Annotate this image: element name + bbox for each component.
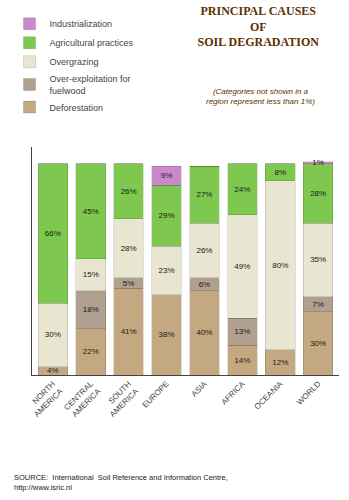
svg-text:38%: 38%	[159, 330, 175, 339]
svg-text:13%: 13%	[234, 327, 250, 336]
svg-text:4%: 4%	[47, 366, 59, 375]
svg-text:12%: 12%	[272, 358, 288, 367]
svg-text:28%: 28%	[310, 189, 326, 198]
svg-text:PRINCIPAL CAUSESOFSOIL DEGRADA: PRINCIPAL CAUSESOFSOIL DEGRADATION	[198, 4, 320, 49]
svg-text:18%: 18%	[83, 305, 99, 314]
svg-text:23%: 23%	[159, 266, 175, 275]
svg-text:5%: 5%	[123, 279, 135, 288]
svg-text:AFRICA: AFRICA	[219, 379, 247, 407]
svg-text:41%: 41%	[121, 327, 137, 336]
svg-text:ASIA: ASIA	[189, 379, 209, 399]
svg-text:WORLD: WORLD	[295, 379, 323, 407]
svg-text:30%: 30%	[310, 339, 326, 348]
svg-text:Overgrazing: Overgrazing	[50, 57, 99, 67]
svg-text:NORTHAMERICA: NORTHAMERICA	[25, 379, 65, 419]
svg-text:(Categories not shown in aregi: (Categories not shown in aregion represe…	[206, 87, 315, 106]
svg-text:SOUTHAMERICA: SOUTHAMERICA	[101, 379, 141, 419]
svg-text:80%: 80%	[272, 261, 288, 270]
svg-text:8%: 8%	[274, 168, 286, 177]
svg-text:7%: 7%	[312, 300, 324, 309]
svg-text:9%: 9%	[161, 171, 173, 180]
svg-text:Deforestation: Deforestation	[50, 103, 104, 113]
svg-text:OCEANIA: OCEANIA	[253, 379, 285, 411]
svg-text:15%: 15%	[83, 270, 99, 279]
svg-text:CENTRALAMERICA: CENTRALAMERICA	[62, 379, 103, 420]
svg-text:28%: 28%	[121, 244, 137, 253]
svg-text:49%: 49%	[234, 262, 250, 271]
svg-text:26%: 26%	[121, 187, 137, 196]
svg-text:66%: 66%	[45, 229, 61, 238]
svg-text:26%: 26%	[196, 246, 212, 255]
svg-text:EUROPE: EUROPE	[141, 379, 171, 409]
svg-text:27%: 27%	[196, 190, 212, 199]
svg-text:6%: 6%	[199, 280, 211, 289]
svg-text:22%: 22%	[83, 347, 99, 356]
svg-text:Industrialization: Industrialization	[50, 19, 113, 29]
svg-text:24%: 24%	[234, 185, 250, 194]
svg-text:Over-exploitation forfuelwood: Over-exploitation forfuelwood	[50, 74, 131, 96]
svg-text:14%: 14%	[234, 356, 250, 365]
svg-text:SOURCE: International Soil R: SOURCE: International Soil Reference and…	[14, 473, 228, 492]
svg-text:Agricultural practices: Agricultural practices	[50, 38, 134, 48]
svg-text:35%: 35%	[310, 255, 326, 264]
svg-text:45%: 45%	[83, 207, 99, 216]
svg-text:30%: 30%	[45, 330, 61, 339]
svg-text:40%: 40%	[196, 328, 212, 337]
svg-text:1%: 1%	[312, 158, 324, 167]
svg-text:29%: 29%	[159, 211, 175, 220]
